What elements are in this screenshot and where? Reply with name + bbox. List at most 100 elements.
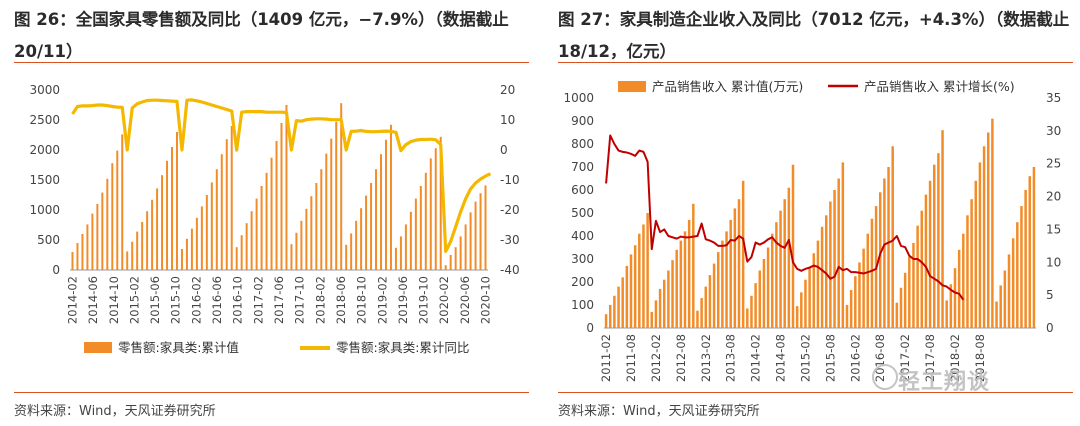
bar bbox=[205, 195, 208, 270]
bar bbox=[978, 162, 982, 328]
bar bbox=[126, 251, 129, 270]
bar bbox=[245, 223, 248, 270]
bar bbox=[621, 277, 624, 328]
y-left-tick-label: 1500 bbox=[29, 173, 60, 187]
bar bbox=[642, 224, 645, 328]
bar bbox=[389, 124, 392, 270]
bar bbox=[737, 199, 741, 328]
bar bbox=[91, 213, 94, 270]
x-tick-label: 2012-02 bbox=[649, 334, 663, 382]
chart-title: 图 26：全国家具零售额及同比（1409 亿元，−7.9%）（数据截止 20/1… bbox=[14, 10, 509, 61]
bar bbox=[424, 172, 427, 270]
bar bbox=[721, 240, 724, 328]
bar bbox=[235, 247, 238, 270]
x-tick-label: 2014-06 bbox=[86, 276, 100, 324]
bar bbox=[866, 233, 870, 328]
wechat-icon bbox=[872, 364, 898, 390]
x-tick-label: 2019-06 bbox=[396, 276, 410, 324]
y-left-tick-label: 500 bbox=[571, 206, 594, 220]
bar bbox=[932, 164, 936, 328]
series-line bbox=[605, 134, 965, 301]
source-rule bbox=[14, 392, 529, 393]
bar bbox=[429, 158, 432, 270]
bar bbox=[995, 301, 998, 328]
y-right-tick-label: -40 bbox=[500, 263, 520, 277]
x-tick-label: 2020-10 bbox=[479, 276, 493, 324]
bar bbox=[370, 183, 373, 270]
bar bbox=[161, 175, 164, 270]
bar bbox=[345, 244, 348, 270]
y-right-tick-label: -20 bbox=[500, 203, 520, 217]
bar bbox=[775, 222, 778, 328]
y-right-tick-label: 10 bbox=[1046, 255, 1061, 269]
bar bbox=[787, 187, 791, 328]
bar bbox=[617, 286, 620, 328]
bar bbox=[225, 139, 228, 270]
y-left-tick-label: 2500 bbox=[29, 113, 60, 127]
chart-title: 图 27：家具制造企业收入及同比（7012 亿元，+4.3%）（数据截止 18/… bbox=[558, 10, 1070, 61]
bar bbox=[845, 305, 849, 328]
y-left-tick-label: 300 bbox=[571, 252, 594, 266]
bar bbox=[633, 245, 637, 328]
bar bbox=[991, 118, 994, 328]
bar bbox=[704, 286, 708, 328]
bar bbox=[101, 192, 104, 270]
bar bbox=[230, 126, 233, 270]
bar bbox=[136, 231, 139, 270]
bar bbox=[215, 169, 218, 270]
bar bbox=[330, 138, 333, 270]
bar bbox=[185, 238, 188, 270]
bar bbox=[399, 236, 402, 270]
panel-furniture-retail: 图 26：全国家具零售额及同比（1409 亿元，−7.9%）（数据截止 20/1… bbox=[8, 0, 536, 426]
bar bbox=[474, 201, 477, 270]
x-tick-label: 2011-02 bbox=[599, 334, 613, 382]
bar bbox=[733, 208, 737, 328]
bar bbox=[250, 211, 253, 270]
bar bbox=[111, 163, 114, 270]
bar bbox=[629, 254, 633, 328]
title-rule bbox=[14, 62, 529, 63]
y-left-tick-label: 0 bbox=[52, 263, 60, 277]
bar bbox=[166, 160, 169, 270]
bar bbox=[1007, 254, 1011, 328]
x-tick-label: 2014-02 bbox=[65, 276, 79, 324]
x-tick-label: 2014-08 bbox=[774, 334, 788, 382]
bar bbox=[240, 235, 243, 270]
bar bbox=[708, 275, 712, 328]
bar bbox=[791, 164, 795, 328]
bar bbox=[883, 178, 886, 328]
bar bbox=[365, 195, 368, 270]
y-left-tick-label: 100 bbox=[571, 298, 594, 312]
bar bbox=[854, 276, 857, 328]
x-tick-label: 2018-08 bbox=[973, 334, 987, 382]
bar bbox=[469, 212, 472, 270]
bar bbox=[96, 204, 99, 270]
bar bbox=[912, 242, 915, 328]
y-left-tick-label: 3000 bbox=[29, 83, 60, 97]
y-right-tick-label: -30 bbox=[500, 233, 520, 247]
bar bbox=[924, 194, 928, 328]
bar bbox=[434, 148, 437, 270]
y-left-tick-label: 1000 bbox=[29, 203, 60, 217]
bar bbox=[916, 225, 919, 328]
bar bbox=[800, 292, 803, 328]
bar bbox=[280, 123, 283, 270]
bar bbox=[106, 178, 109, 270]
x-tick-label: 2015-02 bbox=[127, 276, 141, 324]
bar bbox=[295, 232, 298, 270]
x-tick-label: 2018-02 bbox=[313, 276, 327, 324]
furniture-manufacturing-chart: 产品销售收入 累计值(万元) 产品销售收入 累计增长(%)010020030040… bbox=[563, 79, 1061, 382]
bar bbox=[449, 255, 452, 270]
bar bbox=[837, 178, 840, 328]
bar bbox=[750, 295, 753, 328]
bar bbox=[275, 141, 278, 270]
bar bbox=[210, 182, 213, 270]
bar bbox=[171, 147, 174, 270]
bar bbox=[974, 180, 978, 328]
bar bbox=[957, 249, 961, 328]
bar bbox=[762, 259, 766, 328]
y-right-tick-label: -10 bbox=[500, 173, 520, 187]
bar bbox=[384, 139, 387, 270]
y-left-tick-label: 600 bbox=[571, 183, 594, 197]
bar bbox=[770, 233, 774, 328]
